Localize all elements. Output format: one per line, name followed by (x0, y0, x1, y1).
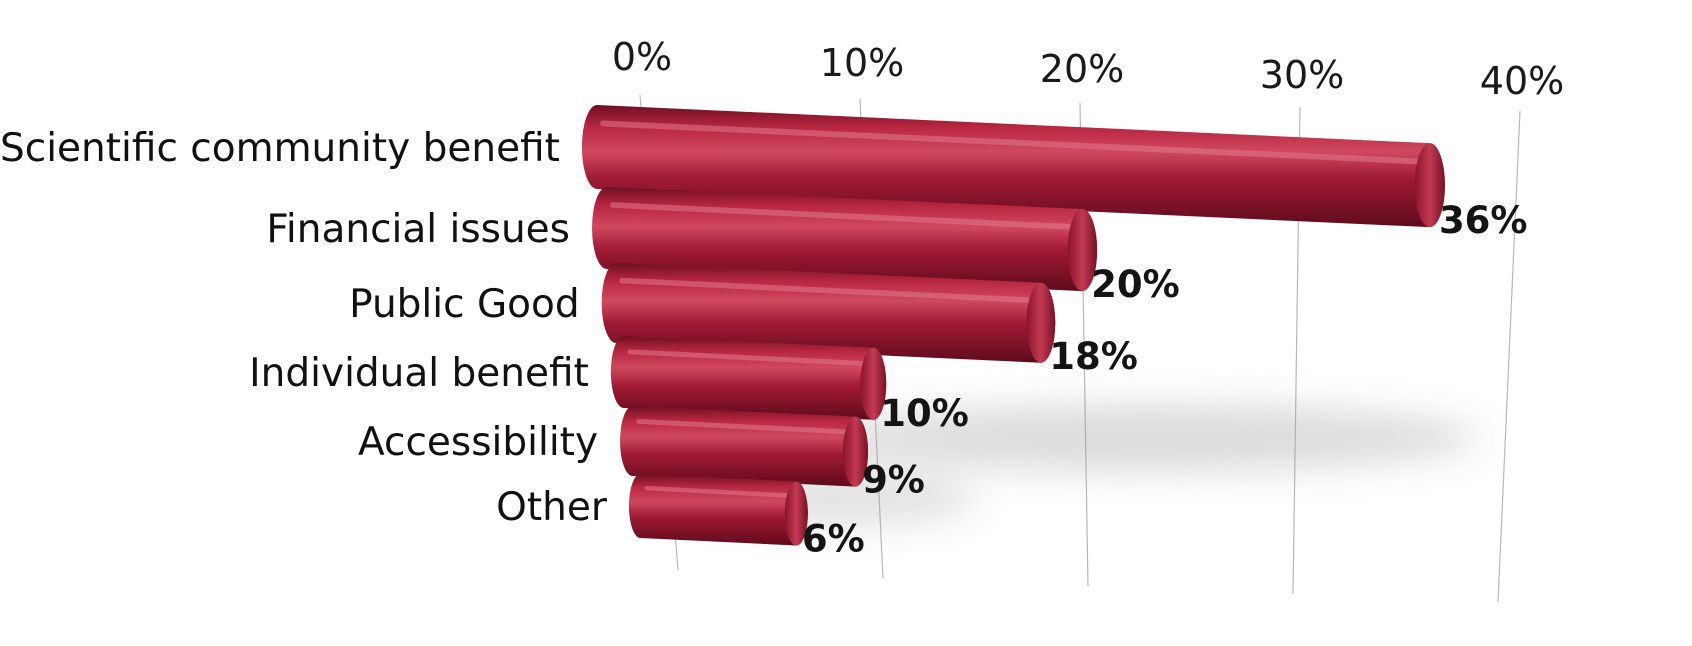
bar-highlight (619, 277, 1038, 304)
floor-shadow (820, 404, 1480, 472)
bar-end-cap (784, 481, 808, 546)
bar (601, 263, 1056, 363)
bar-highlight (636, 418, 852, 435)
x-tick-label: 0% (612, 35, 672, 79)
bar-end-cap (842, 416, 869, 487)
data-label: 6% (802, 518, 865, 561)
bar-highlight (644, 485, 793, 498)
x-tick-label: 40% (1480, 59, 1564, 103)
category-label: Scientific community benefit (0, 126, 560, 171)
bar-end-cap (860, 347, 887, 420)
bar (620, 406, 869, 487)
bar-body (592, 187, 1098, 292)
bar-body (620, 406, 869, 487)
category-label: Accessibility (358, 420, 598, 465)
value-labels: 36% 20% 18% 10% 9% 6% (802, 199, 1528, 560)
bar-end-cap (1414, 143, 1445, 228)
category-label: Financial issues (266, 207, 570, 252)
bar-body (610, 336, 887, 420)
bar-body (628, 474, 808, 546)
data-label: 9% (862, 459, 925, 502)
category-label: Other (496, 485, 608, 530)
data-label: 20% (1091, 263, 1180, 306)
bar-body (601, 263, 1056, 363)
bar-highlight (609, 202, 1080, 230)
data-label: 10% (880, 392, 969, 435)
data-label: 36% (1439, 199, 1528, 242)
x-tick-label: 10% (820, 41, 904, 85)
x-tick-label: 20% (1040, 47, 1124, 91)
bars (581, 105, 1445, 546)
bar-end-cap (1026, 282, 1056, 363)
bar-highlight (627, 349, 870, 367)
bar-end-cap (1067, 209, 1098, 292)
category-label: Public Good (349, 282, 580, 327)
bar (610, 336, 887, 420)
category-label: Individual benefit (249, 351, 589, 396)
bar (628, 474, 808, 546)
bar (592, 187, 1098, 292)
x-axis-ticks: 0% 10% 20% 30% 40% (612, 35, 1564, 103)
data-label: 18% (1049, 335, 1138, 378)
category-labels: Scientific community benefit Financial is… (0, 126, 608, 530)
gridline-40 (1497, 110, 1521, 603)
bar-highlight (600, 120, 1427, 165)
x-tick-label: 30% (1260, 53, 1344, 97)
